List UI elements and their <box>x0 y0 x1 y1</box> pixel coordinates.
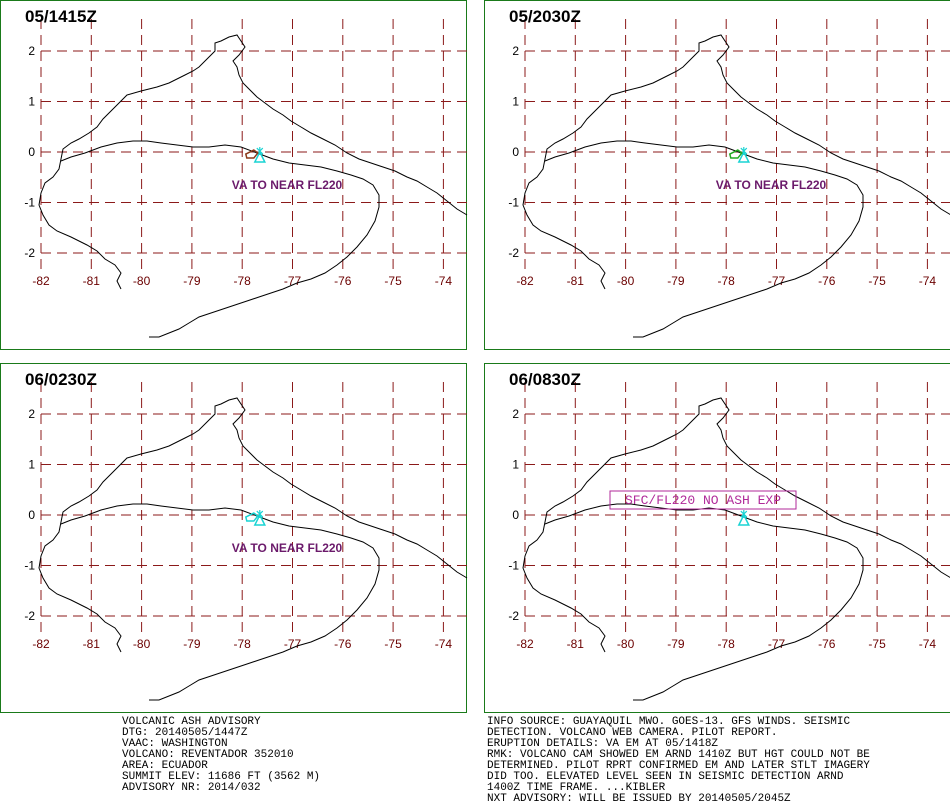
lon-tick-label: -74 <box>435 637 453 651</box>
lat-tick-label: 1 <box>28 95 35 109</box>
lon-tick-label: -81 <box>83 274 101 288</box>
country-border <box>544 503 864 701</box>
lon-tick-label: -82 <box>32 274 50 288</box>
map-canvas: 2 1 0 -1 -2 -82 -81 -80 -79 -78 -77 -76 -75 -74 VA TO … <box>508 19 950 338</box>
lat-tick-label: -1 <box>508 196 519 210</box>
map-canvas: 2 1 0 -1 -2 -82 -81 -80 -79 -78 -77 -76 -75 -74 VA TO … <box>24 382 468 701</box>
map-panel-1: 2 1 0 -1 -2 -82 -81 -80 -79 -78 -77 -76 -75 -74 VA TO … <box>0 0 468 350</box>
lat-tick-label: 0 <box>28 508 35 522</box>
eruption-marker-icon <box>740 510 748 519</box>
lon-tick-label: -76 <box>334 274 352 288</box>
lon-tick-label: -78 <box>718 637 736 651</box>
country-border <box>60 503 380 701</box>
advisory-right-text: INFO SOURCE: GUAYAQUIL MWO. GOES-13. GFS… <box>487 716 870 805</box>
lat-tick-label: 1 <box>512 95 519 109</box>
ash-height-label: VA TO NEAR FL220 <box>232 178 343 192</box>
ash-height-label: VA TO NEAR FL220 <box>232 541 343 555</box>
lon-tick-label: -75 <box>384 274 402 288</box>
lon-tick-label: -75 <box>868 637 886 651</box>
lon-tick-label: -77 <box>284 274 302 288</box>
lat-tick-label: 1 <box>28 458 35 472</box>
volcano-icon <box>737 513 751 526</box>
lon-tick-label: -78 <box>234 274 252 288</box>
lon-tick-label: -74 <box>919 637 937 651</box>
volcano-icon <box>253 513 267 526</box>
lon-tick-label: -79 <box>183 274 201 288</box>
coastline <box>522 397 950 653</box>
lon-tick-label: -75 <box>868 274 886 288</box>
lon-tick-label: -80 <box>133 637 151 651</box>
lat-tick-label: -2 <box>24 246 35 260</box>
lon-tick-label: -79 <box>183 637 201 651</box>
coastline <box>522 34 950 290</box>
volcano-icon <box>253 150 267 163</box>
lon-tick-label: -77 <box>768 274 786 288</box>
lon-tick-label: -77 <box>284 637 302 651</box>
lon-tick-label: -76 <box>818 274 836 288</box>
lon-tick-label: -82 <box>32 637 50 651</box>
lon-tick-label: -81 <box>83 637 101 651</box>
lon-tick-label: -81 <box>567 274 585 288</box>
forecast-label-box <box>609 490 797 510</box>
lon-tick-label: -74 <box>435 274 453 288</box>
lon-tick-label: -80 <box>617 274 635 288</box>
lat-tick-label: -2 <box>508 609 519 623</box>
map-panel-3: 2 1 0 -1 -2 -82 -81 -80 -79 -78 -77 -76 -75 -74 VA TO … <box>0 363 468 713</box>
volcano-icon <box>737 150 751 163</box>
map-panel-2: 2 1 0 -1 -2 -82 -81 -80 -79 -78 -77 -76 -75 -74 VA TO … <box>484 0 950 350</box>
lon-tick-label: -79 <box>667 274 685 288</box>
lat-tick-label: 0 <box>512 145 519 159</box>
lon-tick-label: -82 <box>516 274 534 288</box>
lat-tick-label: -1 <box>24 559 35 573</box>
ash-cloud-polygon <box>728 149 743 159</box>
lat-tick-label: -2 <box>508 246 519 260</box>
lon-tick-label: -74 <box>919 274 937 288</box>
country-border <box>60 140 380 338</box>
lat-tick-label: 2 <box>512 44 519 58</box>
country-border <box>544 140 864 338</box>
lon-tick-label: -80 <box>617 637 635 651</box>
panel-time-title: 06/0230Z <box>25 370 97 389</box>
panel-time-title: 05/2030Z <box>509 7 581 26</box>
forecast-label: SFC/FL220 NO ASH EXP <box>625 493 781 508</box>
lat-tick-label: 2 <box>28 407 35 421</box>
coastline <box>38 34 468 290</box>
lon-tick-label: -77 <box>768 637 786 651</box>
map-canvas: 2 1 0 -1 -2 -82 -81 -80 -79 -78 -77 -76 -75 -74 SFC/FL… <box>508 382 950 701</box>
map-panel-4: 2 1 0 -1 -2 -82 -81 -80 -79 -78 -77 -76 -75 -74 SFC/FL… <box>484 363 950 713</box>
ash-height-label: VA TO NEAR FL220 <box>716 178 827 192</box>
lat-tick-label: -1 <box>508 559 519 573</box>
lon-tick-label: -80 <box>133 274 151 288</box>
ash-cloud-polygon <box>244 149 259 159</box>
panel-time-title: 06/0830Z <box>509 370 581 389</box>
lon-tick-label: -78 <box>718 274 736 288</box>
map-canvas: 2 1 0 -1 -2 -82 -81 -80 -79 -78 -77 -76 -75 -74 VA TO … <box>24 19 468 338</box>
lat-tick-label: 1 <box>512 458 519 472</box>
lon-tick-label: -76 <box>818 637 836 651</box>
lon-tick-label: -76 <box>334 637 352 651</box>
lon-tick-label: -81 <box>567 637 585 651</box>
lon-tick-label: -79 <box>667 637 685 651</box>
lon-tick-label: -75 <box>384 637 402 651</box>
lat-tick-label: 0 <box>28 145 35 159</box>
ash-cloud-polygon <box>244 512 259 522</box>
advisory-left-text: VOLCANIC ASH ADVISORY DTG: 20140505/1447… <box>122 716 321 794</box>
lat-tick-label: 2 <box>28 44 35 58</box>
coastline <box>38 397 468 653</box>
lon-tick-label: -82 <box>516 637 534 651</box>
lat-tick-label: 0 <box>512 508 519 522</box>
lat-tick-label: 2 <box>512 407 519 421</box>
lon-tick-label: -78 <box>234 637 252 651</box>
panel-time-title: 05/1415Z <box>25 7 97 26</box>
lat-tick-label: -2 <box>24 609 35 623</box>
lat-tick-label: -1 <box>24 196 35 210</box>
